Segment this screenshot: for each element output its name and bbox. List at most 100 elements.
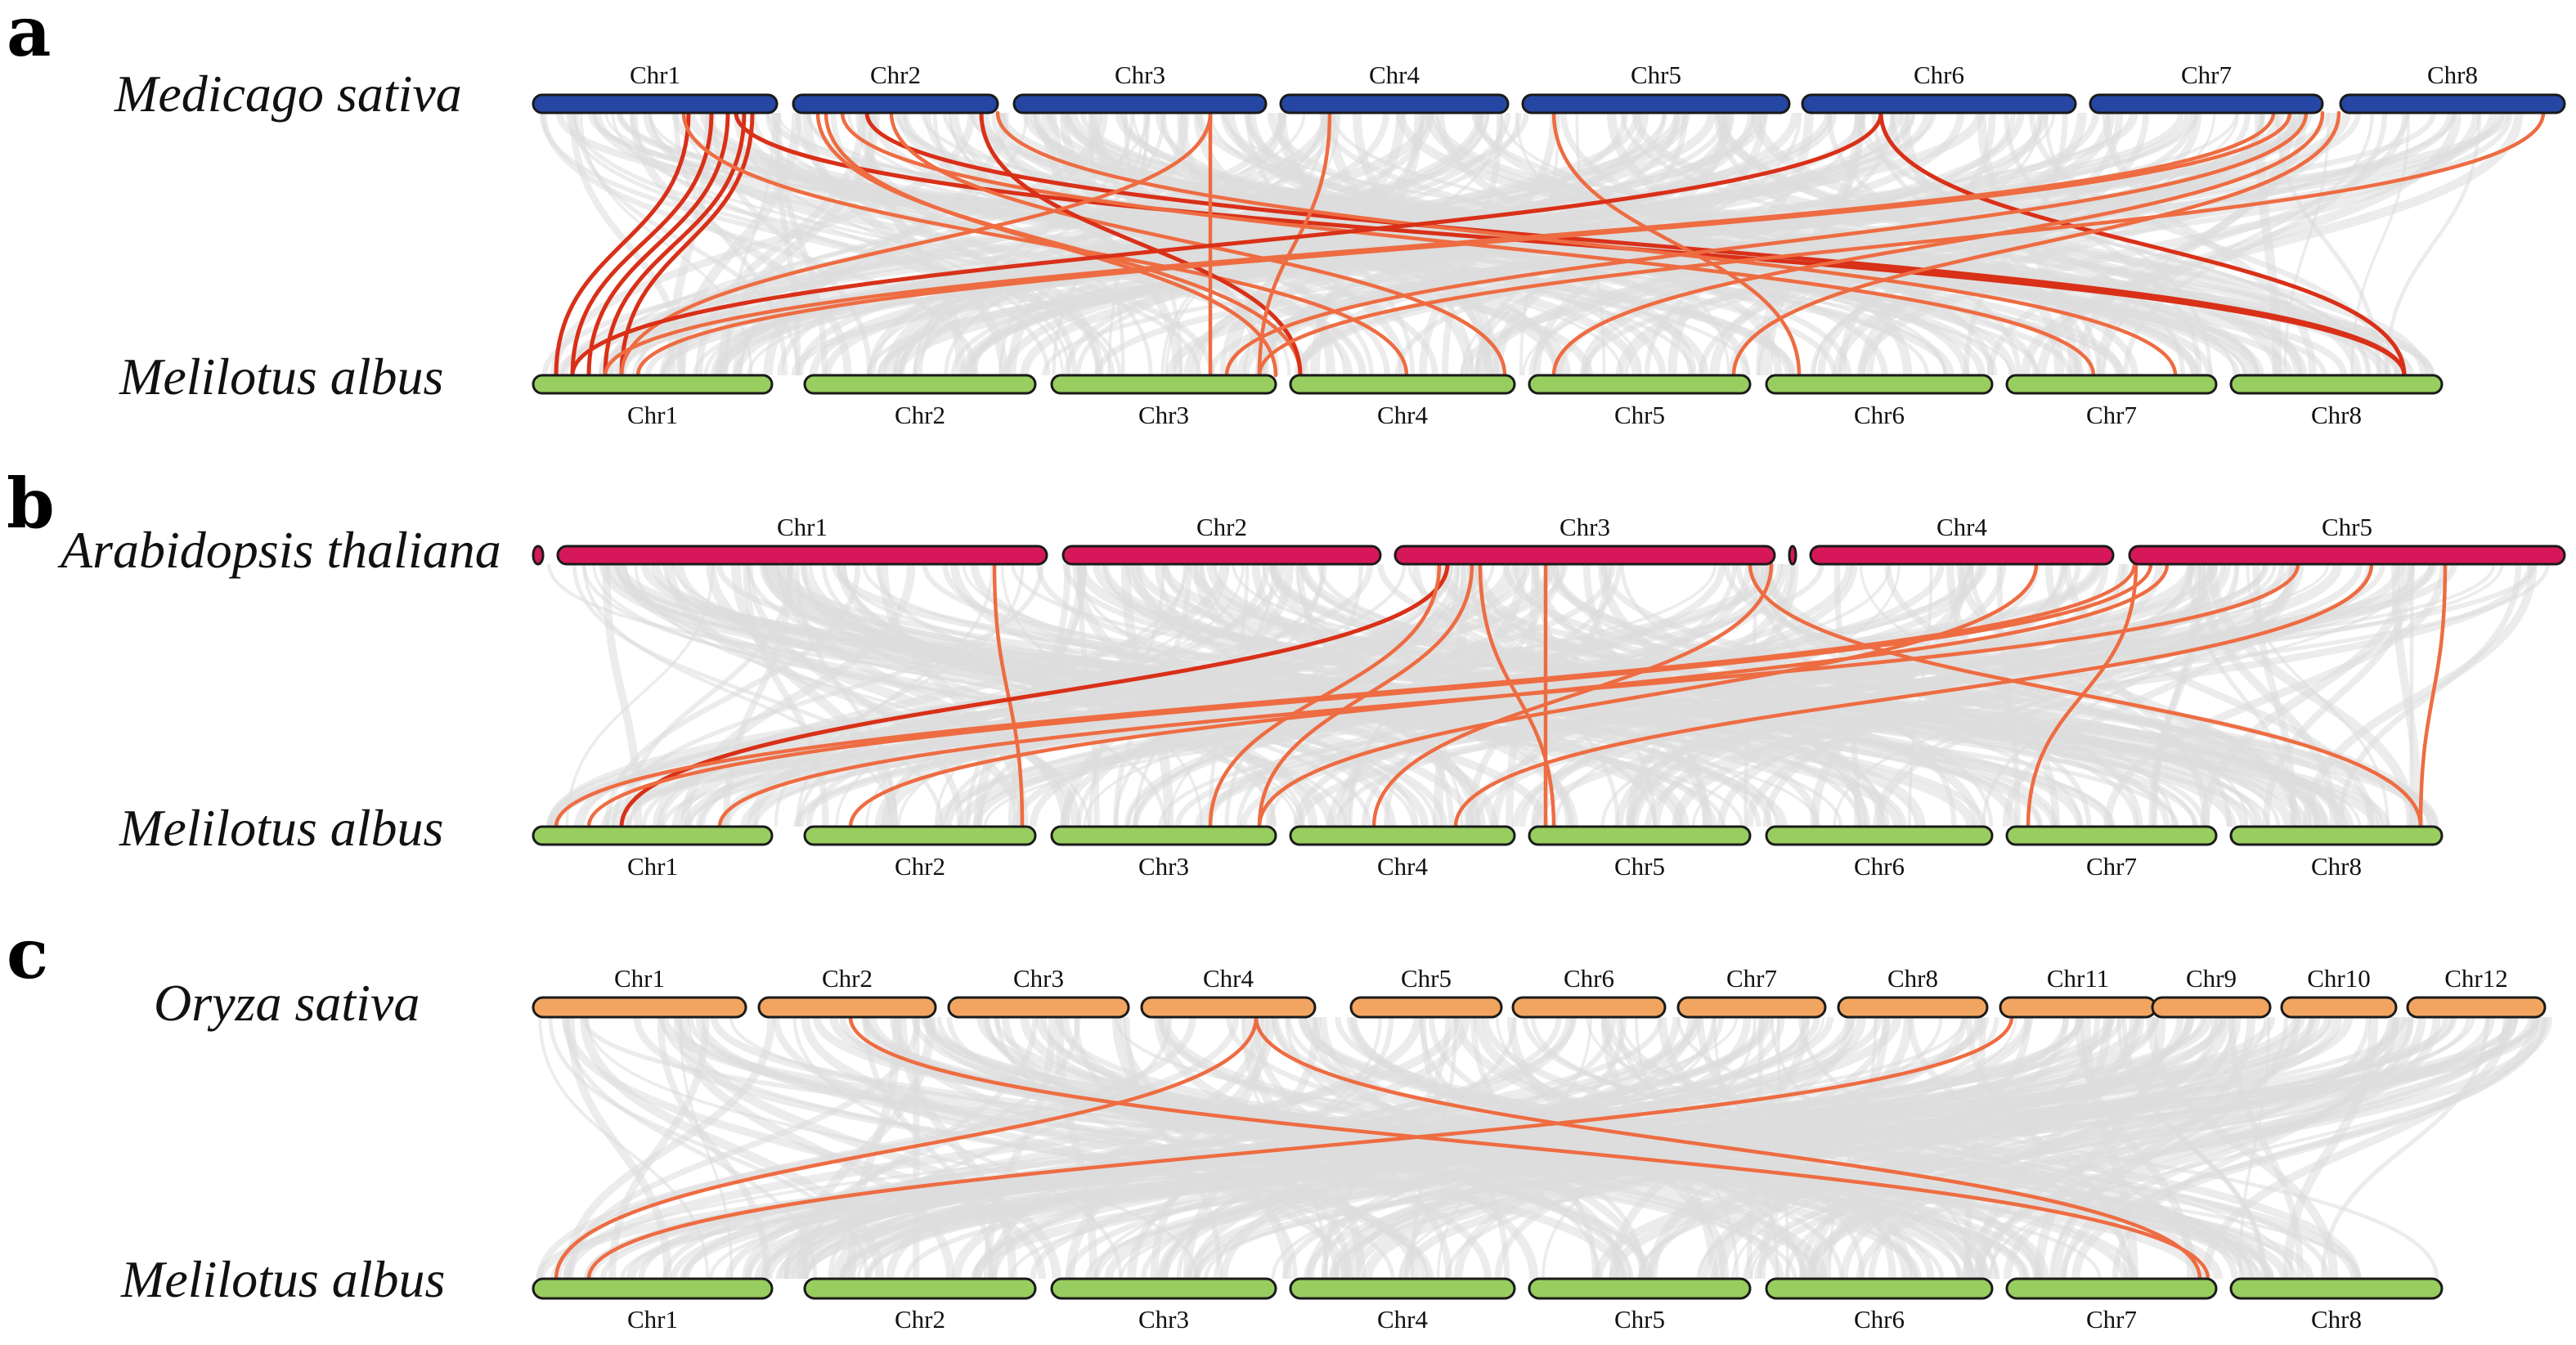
chromosome-label: Chr1 [627,401,678,429]
chromosome-bottom-chr1 [532,374,774,395]
background-link [1075,563,1481,827]
background-link [563,1016,1461,1280]
chromosome-top-chr2 [1061,545,1382,566]
chromosome-label: Chr4 [1377,1305,1429,1334]
bottom-chromosomes-b: Chr1 Chr2 Chr3 Chr4 Chr5 Chr6 Chr7 Chr8 [532,825,2444,881]
highlight-link [815,110,1303,378]
chromosome-label: Chr6 [1854,1305,1905,1334]
background-link [1968,563,2232,827]
highlight-link [1257,562,2039,829]
chromosome-label: Chr1 [614,964,665,993]
species-label-bottom: Melilotus albus [119,799,443,857]
species-label-bottom: Melilotus albus [120,1250,445,1308]
chromosome-bottom-chr7 [2005,1277,2218,1300]
highlight-link [619,110,755,378]
background-link [730,563,899,827]
chromosome-bottom-chr5 [1528,1277,1752,1300]
chromosome-label: Chr5 [2322,513,2372,541]
background-link [1646,1016,2184,1280]
background-link [2201,1016,2511,1280]
chromosome-label: Chr10 [2307,964,2371,993]
background-link [799,563,1397,827]
panel-letter: a [7,0,51,72]
highlight-link [554,110,691,378]
highlight-link [570,110,1883,378]
chromosome-top-chr4 [1809,545,2115,566]
species-label-top: Medicago sativa [114,65,462,123]
background-link [1060,1016,1631,1280]
background-link [897,1016,1017,1280]
background-link [1220,1016,1695,1280]
chromosome-bottom-chr6 [1765,374,1994,395]
chromosome-label: Chr8 [2311,852,2362,881]
chromosome-top-chr2 [792,93,999,114]
chromosome-label: Chr1 [630,61,680,89]
chromosome-bottom-chr7 [2005,374,2218,395]
chromosome-top-fragment [1788,545,1797,566]
chromosome-bottom-chr1 [532,1277,774,1300]
chromosome-bottom-chr3 [1050,374,1277,395]
chromosome-label: Chr9 [2186,964,2237,993]
chromosome-top-chr6 [1511,996,1667,1019]
highlight-link [889,110,1507,378]
highlight-link [1551,110,2325,378]
background-link [866,112,2200,376]
chromosome-label: Chr2 [895,852,945,881]
chromosome-label: Chr4 [1203,964,1254,993]
background-link [2302,563,2538,827]
background-link [1111,1016,1293,1280]
chromosome-top-chr3 [1012,93,1268,114]
chromosome-label: Chr5 [1401,964,1452,993]
background-link [666,112,714,376]
chromosome-label: Chr8 [1887,964,1938,993]
species-label-top: Arabidopsis thaliana [57,521,501,579]
background-link [1533,563,1657,827]
chromosome-top-chr5 [2128,545,2566,566]
highlight-links-b [554,562,2448,829]
highlight-link [1551,110,1802,378]
highlight-link [1257,110,2546,378]
chromosome-label: Chr4 [1377,852,1429,881]
background-link [585,1016,1199,1280]
highlight-links-a [554,110,2546,378]
panel-letter: c [7,913,48,994]
background-link [561,1016,1047,1280]
background-link [580,1016,885,1280]
chromosome-label: Chr2 [822,964,873,993]
highlight-links-c [554,1015,2210,1281]
background-link [617,563,1335,827]
top-chromosomes-a: Chr1 Chr2 Chr3 Chr4 Chr5 Chr6 Chr7 Chr8 [532,61,2566,114]
background-link [1533,563,2534,827]
chromosome-top-chr3 [1393,545,1776,566]
panel-c: Chr1 Chr2 Chr3 Chr4 Chr5 Chr6 Chr7 Chr8 Chr11 Chr… [7,913,2552,1334]
background-link [1113,563,1325,827]
species-label-bottom: Melilotus albus [119,347,443,406]
chromosome-top-chr8 [1837,996,1989,1019]
chromosome-label: Chr7 [2086,852,2137,881]
background-link [2207,563,2417,827]
background-link [2071,1016,2540,1280]
chromosome-top-chr6 [1801,93,2077,114]
chromosome-label: Chr3 [1138,401,1189,429]
highlight-link [1254,1015,2202,1281]
background-link [1114,1016,2298,1280]
background-link [582,563,1349,827]
background-link [950,563,1498,827]
chromosome-label: Chr5 [1614,401,1665,429]
background-link [1055,1016,1097,1280]
chromosome-bottom-chr2 [803,825,1037,846]
chromosome-bottom-chr7 [2005,825,2218,846]
background-link [579,112,753,376]
background-link [801,1016,1038,1280]
chromosome-bottom-chr4 [1289,374,1516,395]
chromosome-bottom-chr3 [1050,1277,1277,1300]
chromosome-label: Chr3 [1013,964,1064,993]
background-link [679,1016,734,1280]
chromosome-label: Chr6 [1854,852,1905,881]
background-link [2028,112,2392,376]
bottom-chromosomes-a: Chr1 Chr2 Chr3 Chr4 Chr5 Chr6 Chr7 Chr8 [532,374,2444,429]
background-link [998,112,2435,376]
chromosome-label: Chr3 [1138,1305,1189,1334]
background-link [2246,563,2390,827]
chromosome-top-chr10 [2280,996,2398,1019]
